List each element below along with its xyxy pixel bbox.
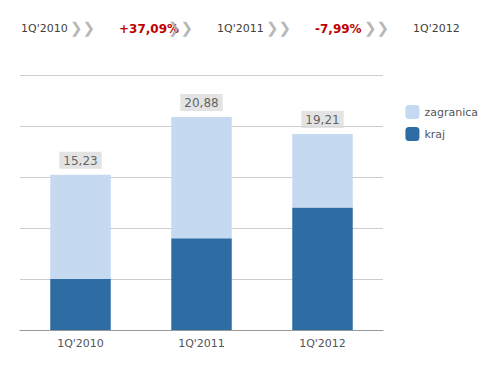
svg-text:❯❯: ❯❯ (70, 19, 95, 37)
svg-text:❯❯: ❯❯ (364, 19, 389, 37)
svg-text:❯❯: ❯❯ (266, 19, 291, 37)
svg-text:❯❯: ❯❯ (168, 19, 193, 37)
svg-text:15,23: 15,23 (63, 154, 97, 168)
svg-text:1Q'2010: 1Q'2010 (57, 337, 104, 350)
svg-text:+37,09%: +37,09% (119, 22, 179, 36)
svg-text:20,88: 20,88 (184, 96, 218, 110)
svg-text:1Q'2010: 1Q'2010 (21, 22, 68, 35)
svg-text:1Q'2011: 1Q'2011 (178, 337, 225, 350)
svg-text:1Q'2012: 1Q'2012 (299, 337, 346, 350)
svg-text:1Q'2011: 1Q'2011 (217, 22, 264, 35)
svg-text:kraj: kraj (424, 128, 445, 141)
svg-text:-7,99%: -7,99% (315, 22, 362, 36)
svg-text:1Q'2012: 1Q'2012 (413, 22, 460, 35)
svg-text:19,21: 19,21 (305, 113, 339, 127)
svg-text:zagranica: zagranica (424, 106, 478, 119)
